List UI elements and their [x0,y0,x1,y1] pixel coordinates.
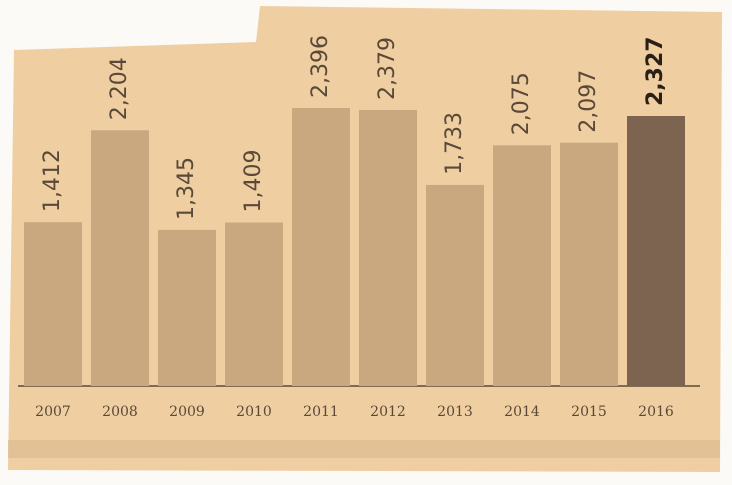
value-label: 1,733 [442,112,467,175]
bar [158,230,216,386]
bar [24,222,82,386]
value-label: 2,379 [375,37,400,100]
x-tick-label: 2012 [370,404,406,420]
bar [225,223,283,386]
bar [91,130,149,386]
bar [292,108,350,386]
x-tick-label: 2013 [437,404,473,420]
x-tick-label: 2008 [102,404,138,420]
x-tick-label: 2011 [303,404,339,420]
x-tick-label: 2009 [169,404,205,420]
value-label: 2,396 [308,35,333,98]
x-tick-label: 2007 [35,404,71,420]
bar [359,110,417,386]
x-tick-label: 2016 [638,404,674,420]
paper-band [8,440,720,458]
value-label: 2,097 [576,70,601,133]
bar [560,143,618,386]
value-label: 2,075 [509,72,534,135]
value-label: 1,409 [241,150,266,213]
value-label: 2,327 [643,36,668,106]
value-label: 1,412 [40,149,65,212]
value-label: 1,345 [174,157,199,220]
x-tick-label: 2010 [236,404,272,420]
bar [426,185,484,386]
x-tick-label: 2015 [571,404,607,420]
x-tick-label: 2014 [504,404,540,420]
value-label: 2,204 [107,57,132,120]
chart: 1,412 2007 2,204 2008 1,345 2009 1,409 2010 2,39… [0,0,732,485]
bar [627,116,685,386]
bar [493,145,551,386]
